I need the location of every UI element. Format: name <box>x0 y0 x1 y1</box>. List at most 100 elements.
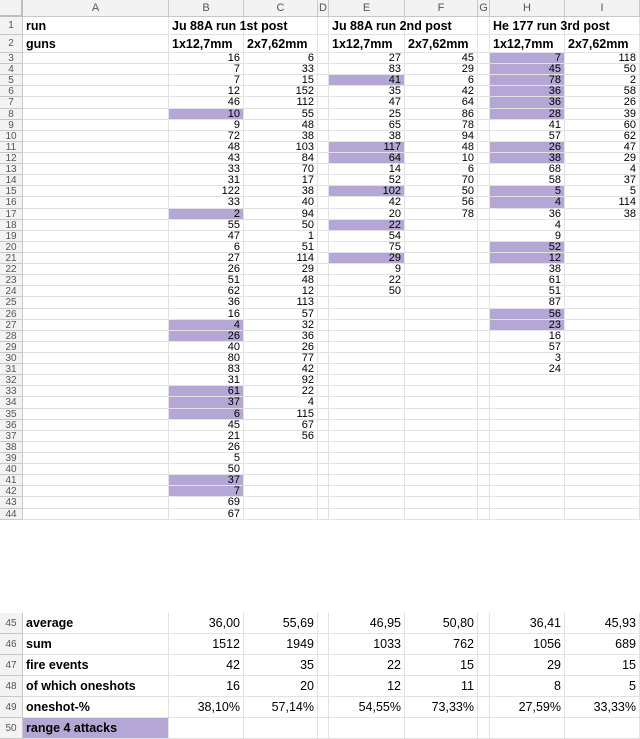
row-header[interactable]: 12 <box>0 152 23 165</box>
row-header[interactable]: 16 <box>0 197 23 209</box>
cell-e36[interactable] <box>329 419 405 431</box>
cell-d28[interactable] <box>318 330 329 342</box>
cell-i23[interactable] <box>565 275 640 287</box>
cell-d49[interactable] <box>318 697 329 718</box>
select-all-corner[interactable] <box>0 0 23 17</box>
cell-d29[interactable] <box>318 341 329 353</box>
cell-e8[interactable]: 25 <box>329 108 405 120</box>
cell-g34[interactable] <box>478 397 490 409</box>
cell-a34[interactable] <box>23 397 169 409</box>
row-header[interactable]: 7 <box>0 97 23 109</box>
cell-d24[interactable] <box>318 286 329 298</box>
cell-c25[interactable]: 113 <box>244 297 318 309</box>
cell-b28[interactable]: 26 <box>169 330 244 342</box>
cell-a22[interactable] <box>23 264 169 276</box>
cell-a44[interactable] <box>23 508 169 520</box>
cell-f18[interactable] <box>405 219 478 231</box>
cell-b40[interactable]: 50 <box>169 463 244 476</box>
cell-g25[interactable] <box>478 297 490 309</box>
cell-i22[interactable] <box>565 264 640 276</box>
cell-c19[interactable]: 1 <box>244 230 318 242</box>
column-header-d[interactable]: D <box>318 0 329 17</box>
cell-g10[interactable] <box>478 130 490 142</box>
cell-c26[interactable]: 57 <box>244 308 318 320</box>
cell-h42[interactable] <box>490 486 565 498</box>
cell-h20[interactable]: 52 <box>490 241 565 253</box>
cell-h37[interactable] <box>490 430 565 442</box>
cell-b33[interactable]: 61 <box>169 386 244 398</box>
cell-d48[interactable] <box>318 676 329 697</box>
cell-c35[interactable]: 115 <box>244 408 318 420</box>
cell-g28[interactable] <box>478 330 490 342</box>
cell-b38[interactable]: 26 <box>169 441 244 453</box>
cell-h5[interactable]: 78 <box>490 75 565 87</box>
column-header-a[interactable]: A <box>23 0 169 17</box>
cell-h18[interactable]: 4 <box>490 219 565 231</box>
cell-g9[interactable] <box>478 119 490 131</box>
row-header[interactable]: 20 <box>0 241 23 253</box>
cell-f27[interactable] <box>405 319 478 331</box>
cell-b21[interactable]: 27 <box>169 252 244 265</box>
cell-c8[interactable]: 55 <box>244 108 318 120</box>
cell-f49[interactable]: 73,33% <box>405 697 478 718</box>
cell-c24[interactable]: 12 <box>244 286 318 298</box>
cell-e37[interactable] <box>329 430 405 442</box>
cell-b18[interactable]: 55 <box>169 219 244 231</box>
cell-g16[interactable] <box>478 197 490 209</box>
cell-e17[interactable]: 20 <box>329 208 405 220</box>
cell-g37[interactable] <box>478 430 490 442</box>
cell-i19[interactable] <box>565 230 640 242</box>
row-header[interactable]: 17 <box>0 208 23 220</box>
cell-i18[interactable] <box>565 219 640 231</box>
cell-f2[interactable]: 2x7,62mm <box>405 35 478 53</box>
cell-f26[interactable] <box>405 308 478 320</box>
cell-a1[interactable]: run <box>23 17 169 35</box>
cell-g31[interactable] <box>478 364 490 376</box>
cell-b3[interactable]: 16 <box>169 52 244 65</box>
cell-g5[interactable] <box>478 75 490 87</box>
cell-h26[interactable]: 56 <box>490 308 565 320</box>
cell-f5[interactable]: 6 <box>405 75 478 87</box>
row-header[interactable]: 50 <box>0 718 23 739</box>
row-header[interactable]: 15 <box>0 186 23 198</box>
cell-d9[interactable] <box>318 119 329 131</box>
cell-i31[interactable] <box>565 364 640 376</box>
cell-a35[interactable] <box>23 408 169 420</box>
cell-i2[interactable]: 2x7,62mm <box>565 35 640 53</box>
cell-c12[interactable]: 84 <box>244 152 318 165</box>
cell-c43[interactable] <box>244 497 318 509</box>
cell-f25[interactable] <box>405 297 478 309</box>
cell-i27[interactable] <box>565 319 640 331</box>
cell-f32[interactable] <box>405 375 478 387</box>
cell-a32[interactable] <box>23 375 169 387</box>
cell-e12[interactable]: 64 <box>329 152 405 165</box>
cell-b46[interactable]: 1512 <box>169 634 244 655</box>
cell-g29[interactable] <box>478 341 490 353</box>
cell-f33[interactable] <box>405 386 478 398</box>
cell-d32[interactable] <box>318 375 329 387</box>
row-header[interactable]: 48 <box>0 676 23 697</box>
cell-f37[interactable] <box>405 430 478 442</box>
cell-d31[interactable] <box>318 364 329 376</box>
cell-h41[interactable] <box>490 475 565 487</box>
cell-h28[interactable]: 16 <box>490 330 565 342</box>
cell-b5[interactable]: 7 <box>169 75 244 87</box>
cell-h8[interactable]: 28 <box>490 108 565 120</box>
cell-b17[interactable]: 2 <box>169 208 244 220</box>
cell-a20[interactable] <box>23 241 169 253</box>
cell-i20[interactable] <box>565 241 640 253</box>
cell-a28[interactable] <box>23 330 169 342</box>
cell-h29[interactable]: 57 <box>490 341 565 353</box>
cell-e19[interactable]: 54 <box>329 230 405 242</box>
cell-d19[interactable] <box>318 230 329 242</box>
cell-c31[interactable]: 42 <box>244 363 318 376</box>
cell-d7[interactable] <box>318 97 329 109</box>
cell-a19[interactable] <box>23 230 169 242</box>
cell-g19[interactable] <box>478 230 490 242</box>
cell-e47[interactable]: 22 <box>329 655 405 676</box>
cell-f11[interactable]: 48 <box>405 141 478 153</box>
column-header-f[interactable]: F <box>405 0 478 17</box>
cell-f1[interactable] <box>405 17 478 35</box>
cell-g13[interactable] <box>478 164 490 176</box>
cell-b42[interactable]: 7 <box>169 486 244 498</box>
